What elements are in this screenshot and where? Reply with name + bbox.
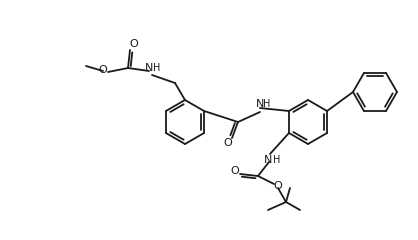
Text: O: O — [274, 181, 283, 191]
Text: H: H — [273, 155, 281, 165]
Text: H: H — [153, 63, 161, 73]
Text: H: H — [263, 99, 271, 109]
Text: O: O — [231, 166, 240, 176]
Text: O: O — [130, 39, 138, 49]
Text: O: O — [224, 138, 232, 148]
Text: N: N — [264, 155, 272, 165]
Text: N: N — [145, 63, 153, 73]
Text: O: O — [99, 65, 107, 75]
Text: N: N — [256, 99, 264, 109]
